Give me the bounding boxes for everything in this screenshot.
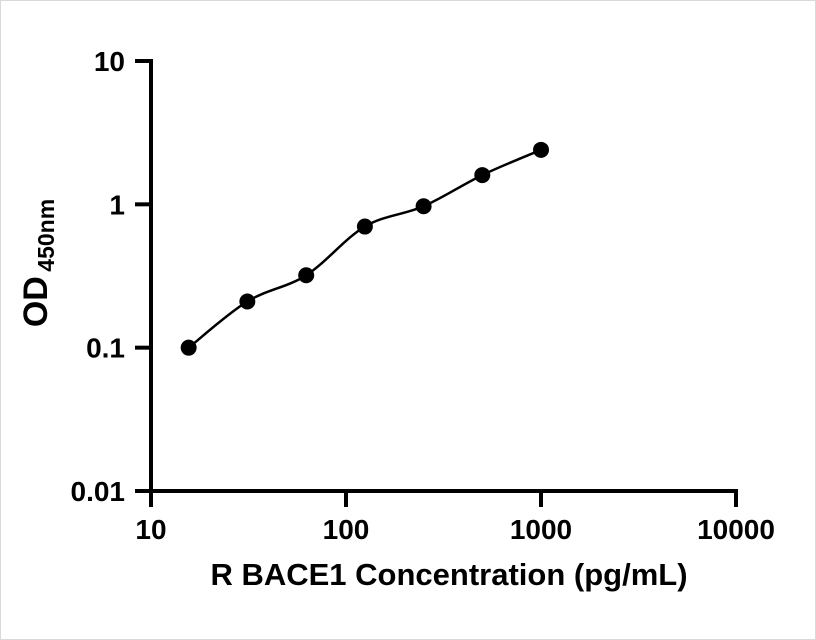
data-point [533, 141, 549, 158]
data-point [356, 218, 373, 235]
axis-spine [149, 59, 738, 493]
y-axis-title: OD 450nm [17, 199, 59, 327]
x-tick-label: 100 [323, 514, 370, 545]
data-point [474, 167, 491, 184]
y-tick-label: 1 [109, 189, 125, 220]
data-point [415, 198, 432, 215]
data-point [239, 293, 256, 310]
axis-ticks [135, 59, 738, 507]
axes [149, 59, 738, 493]
y-tick-label: 0.1 [86, 333, 125, 364]
y-tick-label: 0.01 [71, 476, 126, 507]
x-tick-label: 1000 [510, 514, 572, 545]
y-tick-label: 10 [94, 46, 125, 77]
x-tick-label: 10000 [697, 514, 775, 545]
data-point [298, 267, 315, 284]
y-axis-title-subscript: 450nm [33, 199, 59, 272]
data-series [180, 141, 549, 356]
data-point [180, 339, 197, 356]
x-axis-title: R BACE1 Concentration (pg/mL) [210, 557, 687, 592]
x-tick-label: 10 [135, 514, 166, 545]
tick-labels: 0.01 0.1 1 10 10 100 1000 10000 [71, 46, 775, 545]
y-axis-title-main: OD [17, 276, 55, 327]
